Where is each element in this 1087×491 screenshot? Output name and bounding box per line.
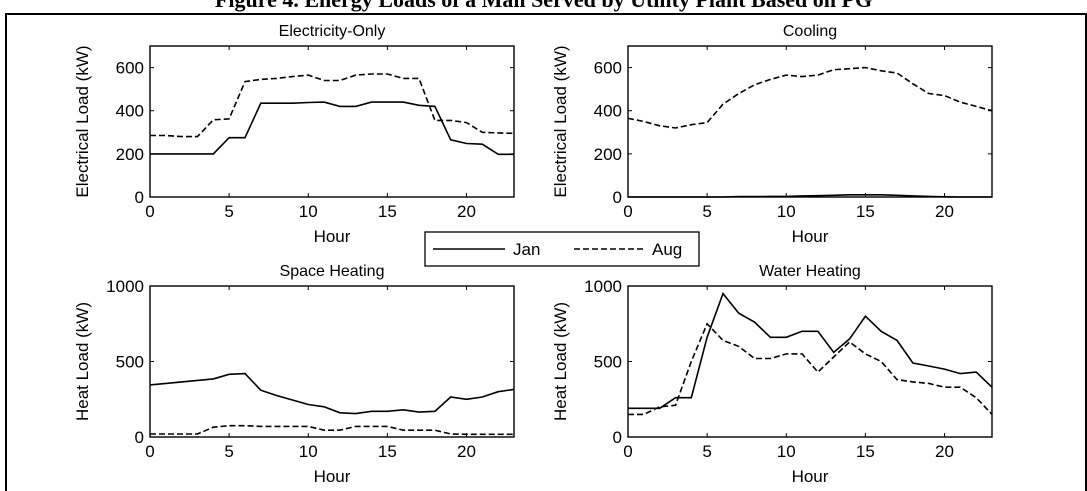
series-line-jan (149, 372, 515, 415)
series-line-aug (150, 424, 514, 436)
plot-area (627, 285, 993, 438)
y-tick-label: 0 (613, 188, 622, 207)
x-tick-label: 20 (935, 442, 954, 461)
x-tick-label: 15 (378, 202, 397, 221)
chart-title: Water Heating (759, 263, 861, 280)
series-line-jan (628, 194, 992, 198)
y-tick-label: 400 (594, 102, 622, 121)
x-axis-label: Hour (792, 467, 829, 486)
y-axis-label: Heat Load (kW) (551, 302, 570, 421)
series-line-aug (628, 322, 993, 416)
series-line-aug (150, 73, 515, 138)
x-tick-label: 10 (777, 442, 796, 461)
y-tick-label: 200 (116, 145, 144, 164)
x-tick-label: 0 (145, 442, 154, 461)
y-tick-label: 500 (116, 353, 144, 372)
x-tick-label: 0 (623, 202, 632, 221)
x-tick-label: 10 (299, 442, 318, 461)
y-tick-label: 0 (613, 428, 622, 447)
x-axis-label: Hour (314, 227, 351, 246)
x-tick-label: 0 (145, 202, 154, 221)
x-tick-label: 15 (856, 202, 875, 221)
plot-area (627, 45, 993, 198)
series-line-jan (628, 291, 993, 410)
x-tick-label: 15 (378, 442, 397, 461)
figure-title: Figure 4. Energy Loads of a Mall Served … (0, 0, 1087, 13)
y-axis-label: Heat Load (kW) (73, 302, 92, 421)
x-tick-label: 5 (224, 442, 233, 461)
y-tick-label: 600 (594, 59, 622, 78)
series-line-aug (627, 66, 993, 129)
x-axis-label: Hour (792, 227, 829, 246)
figure-border (5, 13, 1087, 491)
y-tick-label: 200 (594, 145, 622, 164)
y-tick-label: 1000 (106, 277, 144, 296)
legend-label-aug: Aug (652, 240, 682, 259)
y-tick-label: 0 (135, 428, 144, 447)
y-tick-label: 0 (135, 188, 144, 207)
chart-panel: 0 5 10 15 20 0 500 1000 Water Heating Hour Heat Lo… (551, 263, 993, 486)
x-tick-label: 20 (457, 202, 476, 221)
chart-title: Space Heating (280, 263, 385, 280)
x-tick-label: 5 (702, 202, 711, 221)
chart-title: Cooling (783, 23, 837, 40)
y-tick-label: 500 (594, 353, 622, 372)
x-tick-label: 20 (935, 202, 954, 221)
y-tick-label: 400 (116, 102, 144, 121)
x-tick-label: 5 (702, 442, 711, 461)
x-tick-label: 5 (224, 202, 233, 221)
x-tick-label: 10 (777, 202, 796, 221)
x-tick-label: 20 (457, 442, 476, 461)
chart-panel: 0 5 10 15 20 0 500 1000 Space Heating Hour Heat Lo… (73, 263, 515, 486)
x-tick-label: 15 (856, 442, 875, 461)
chart-title: Electricity-Only (279, 23, 386, 40)
x-axis-label: Hour (314, 467, 351, 486)
y-axis-label: Electrical Load (kW) (73, 45, 92, 197)
y-tick-label: 600 (116, 59, 144, 78)
chart-panel: 0 5 10 15 200200400600Electricity-OnlyHourEl… (73, 23, 515, 246)
y-axis-label: Electrical Load (kW) (551, 45, 570, 197)
series-line-jan (150, 101, 514, 156)
y-tick-label: 1000 (584, 277, 622, 296)
x-tick-label: 0 (623, 442, 632, 461)
x-tick-label: 10 (299, 202, 318, 221)
legend-label-jan: Jan (513, 240, 540, 259)
plot-area (149, 285, 515, 438)
legend: Jan Aug (424, 231, 700, 267)
chart-panel: 0 5 10 15 200200400600CoolingHourElectrical … (551, 23, 993, 246)
